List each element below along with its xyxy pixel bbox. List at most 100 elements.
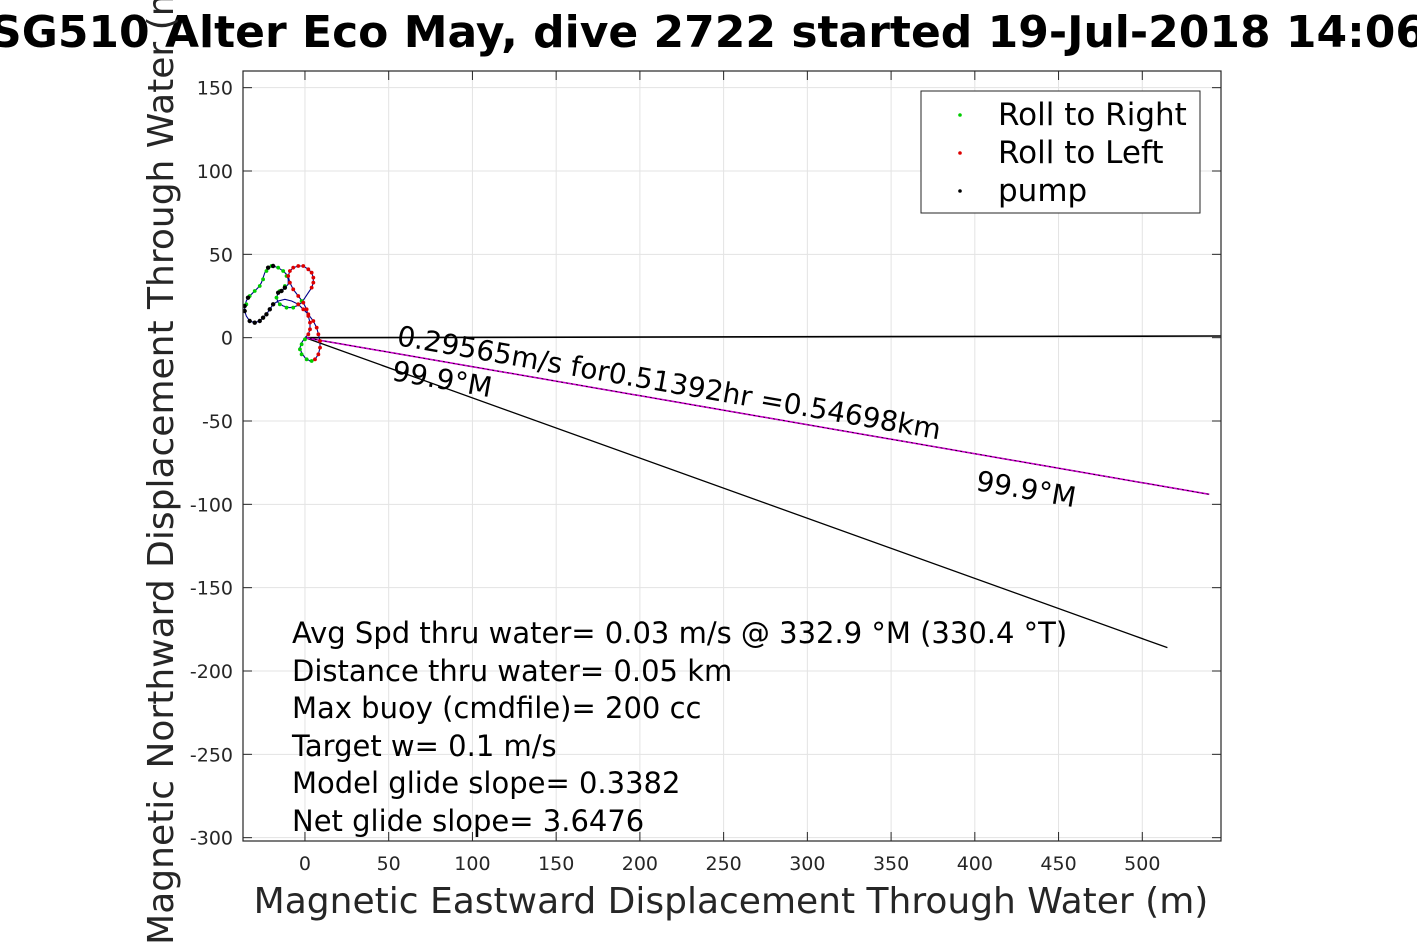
roll-left-point bbox=[311, 275, 316, 280]
stat-net-glide: Net glide slope= 3.6476 bbox=[292, 804, 644, 838]
roll-left-point bbox=[316, 352, 321, 357]
legend-label-roll-right: Roll to Right bbox=[998, 97, 1187, 133]
roll-right-point bbox=[299, 352, 304, 357]
stats-block: Avg Spd thru water= 0.03 m/s @ 332.9 °M … bbox=[291, 616, 1067, 838]
legend-label-pump: pump bbox=[998, 173, 1087, 209]
roll-left-point bbox=[296, 294, 301, 298]
chart-title: SG510 Alter Eco May, dive 2722 started 1… bbox=[0, 7, 1417, 58]
axis-ticks: 0 50 100 150 200 250 300 350 400 450 500150100500-… bbox=[190, 71, 1221, 875]
legend-marker-roll-left bbox=[958, 151, 962, 155]
pump-point bbox=[260, 315, 266, 320]
pump-point bbox=[245, 295, 251, 300]
pump-point bbox=[267, 307, 272, 312]
roll-left-point bbox=[306, 312, 311, 317]
pump-point bbox=[275, 290, 281, 295]
roll-left-point bbox=[311, 319, 316, 323]
y-tick-label: -200 bbox=[190, 661, 233, 683]
roll-left-point bbox=[296, 302, 301, 307]
roll-right-point bbox=[257, 284, 262, 288]
roll-right-point bbox=[277, 302, 282, 307]
pump-point bbox=[265, 265, 271, 270]
roll-left-point bbox=[318, 345, 322, 350]
roll-left-point bbox=[314, 325, 319, 330]
x-tick-label: 50 bbox=[377, 853, 401, 875]
pump-point bbox=[282, 285, 288, 290]
x-tick-label: 0 bbox=[299, 853, 311, 875]
y-tick-label: 0 bbox=[221, 328, 233, 350]
roll-left-point bbox=[301, 300, 306, 305]
pump-point bbox=[247, 318, 252, 324]
y-tick-label: -150 bbox=[190, 578, 233, 600]
legend: Roll to Right Roll to Left pump bbox=[920, 90, 1201, 214]
pump-point bbox=[270, 302, 276, 307]
roll-left-point bbox=[301, 264, 306, 268]
x-tick-label: 150 bbox=[538, 853, 574, 875]
roll-left-point bbox=[287, 280, 292, 285]
x-tick-label: 450 bbox=[1040, 853, 1076, 875]
roll-right-point bbox=[304, 357, 309, 362]
roll-left-point bbox=[287, 269, 292, 273]
roll-right-point bbox=[303, 337, 307, 342]
y-tick-label: -250 bbox=[190, 744, 233, 766]
plot-frame bbox=[242, 70, 1222, 842]
roll-left-point bbox=[306, 332, 311, 337]
roll-right-point bbox=[299, 342, 304, 347]
roll-right-point bbox=[261, 277, 265, 282]
x-tick-label: 400 bbox=[957, 853, 993, 875]
roll-left-point bbox=[308, 320, 312, 325]
y-axis-label: Magnetic Northward Displacement Through … bbox=[141, 0, 182, 945]
roll-left-point bbox=[311, 280, 316, 285]
x-tick-label: 500 bbox=[1124, 853, 1160, 875]
roll-left-point bbox=[296, 264, 301, 268]
roll-right-point bbox=[284, 305, 289, 310]
roll-right-point bbox=[274, 295, 279, 300]
roll-left-point bbox=[306, 267, 311, 272]
pump-point bbox=[270, 263, 276, 269]
legend-label-roll-left: Roll to Left bbox=[998, 135, 1164, 171]
roll-left-point bbox=[304, 307, 309, 312]
roll-right-point bbox=[291, 305, 296, 310]
legend-marker-roll-right bbox=[958, 113, 962, 117]
pump-point bbox=[264, 312, 269, 317]
stat-avg-speed: Avg Spd thru water= 0.03 m/s @ 332.9 °M … bbox=[292, 616, 1067, 650]
roll-right-point bbox=[309, 359, 314, 363]
roll-left-point bbox=[286, 274, 291, 278]
pump-point bbox=[252, 320, 257, 325]
x-tick-label: 350 bbox=[873, 853, 909, 875]
roll-right-point bbox=[252, 289, 257, 293]
zero-heading-line bbox=[304, 335, 1222, 339]
y-tick-label: 150 bbox=[197, 78, 233, 100]
roll-left-point bbox=[291, 265, 296, 270]
heading-line bbox=[304, 337, 1168, 649]
roll-left-point bbox=[309, 285, 314, 290]
pump-point bbox=[279, 288, 284, 294]
roll-left-point bbox=[318, 339, 322, 343]
vector-line bbox=[304, 336, 1210, 496]
roll-left-point bbox=[301, 307, 306, 312]
stat-max-buoy: Max buoy (cmdfile)= 200 cc bbox=[292, 691, 701, 725]
y-tick-label: -100 bbox=[190, 494, 233, 516]
roll-left-point bbox=[308, 327, 312, 332]
roll-left-point bbox=[313, 357, 317, 362]
roll-right-point bbox=[264, 269, 269, 273]
roll-right-point bbox=[281, 269, 286, 273]
pump-point bbox=[257, 318, 262, 324]
stat-target-w: Target w= 0.1 m/s bbox=[291, 729, 557, 763]
legend-marker-pump bbox=[958, 189, 962, 193]
roll-left-point bbox=[316, 332, 321, 337]
y-tick-label: -50 bbox=[202, 411, 233, 433]
roll-left-point bbox=[291, 287, 296, 292]
y-tick-label: 100 bbox=[197, 161, 233, 183]
stat-model-glide: Model glide slope= 0.3382 bbox=[292, 766, 680, 800]
x-tick-label: 200 bbox=[622, 853, 658, 875]
x-tick-label: 250 bbox=[705, 853, 741, 875]
stat-distance: Distance thru water= 0.05 km bbox=[292, 654, 732, 688]
roll-left-point bbox=[309, 270, 314, 275]
x-tick-label: 300 bbox=[789, 853, 825, 875]
y-tick-label: -300 bbox=[190, 828, 233, 850]
x-axis-label: Magnetic Eastward Displacement Through W… bbox=[254, 881, 1209, 922]
x-tick-label: 100 bbox=[454, 853, 490, 875]
legend-box bbox=[920, 90, 1201, 214]
roll-right-point bbox=[298, 347, 302, 352]
